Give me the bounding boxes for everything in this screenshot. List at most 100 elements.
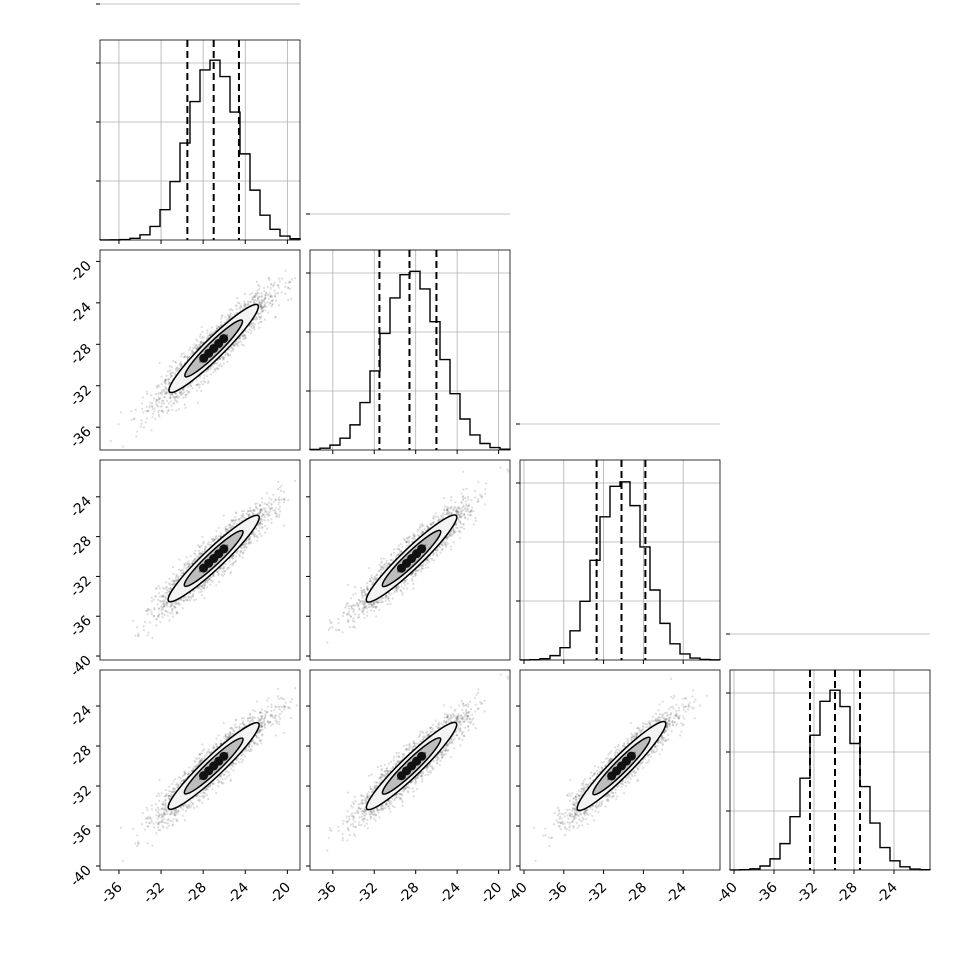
sample-point (256, 289, 259, 292)
sample-point (174, 372, 177, 375)
sample-point (155, 385, 158, 388)
sample-point (256, 280, 259, 283)
sample-point (259, 304, 262, 307)
sample-point (137, 635, 140, 638)
sample-point (203, 597, 206, 600)
sample-point (243, 549, 246, 552)
sample-point (219, 357, 222, 360)
sample-point (268, 278, 271, 282)
sample-point (172, 359, 175, 362)
sample-point (244, 336, 247, 339)
sample-point (266, 293, 270, 297)
sample-point (206, 369, 210, 372)
sample-point (247, 303, 250, 306)
sample-point (132, 418, 136, 421)
sample-point (283, 501, 286, 504)
sample-point (254, 535, 257, 538)
sample-point (174, 395, 177, 398)
sample-point (203, 586, 206, 589)
sample-point (257, 292, 260, 295)
sample-point (261, 295, 264, 298)
sample-point (189, 555, 192, 558)
sample-point (273, 281, 276, 284)
sample-point (235, 308, 238, 311)
sample-point (140, 419, 143, 422)
sample-point (166, 411, 169, 414)
sample-point (158, 599, 161, 603)
sample-point (184, 396, 187, 399)
sample-point (472, 510, 475, 513)
sample-point (180, 393, 183, 396)
sample-point (267, 311, 270, 314)
sample-point (245, 512, 248, 515)
sample-point (396, 547, 399, 550)
sample-point (248, 328, 251, 331)
sample-point (260, 534, 263, 538)
sample-point (149, 621, 152, 624)
sample-point (234, 304, 237, 307)
sample-point (215, 327, 219, 330)
sample-point (158, 595, 162, 598)
sample-point (259, 305, 262, 308)
sample-point (155, 399, 158, 402)
sample-point (249, 300, 252, 303)
sample-point (130, 418, 133, 421)
sample-point (270, 498, 273, 501)
sample-point (277, 498, 280, 501)
sample-point (290, 297, 293, 300)
sample-point (151, 412, 155, 415)
sample-point (155, 398, 158, 401)
sample-point (179, 393, 182, 396)
sample-point (261, 519, 264, 522)
sample-point (237, 301, 240, 304)
sample-point (264, 509, 267, 512)
sample-point (195, 389, 199, 392)
sample-point (287, 499, 290, 502)
sample-point (236, 342, 239, 345)
sample-point (199, 588, 202, 591)
sample-point (337, 621, 340, 625)
sample-point (273, 500, 276, 503)
sample-point (203, 582, 206, 586)
sample-point (228, 308, 231, 311)
sample-point (253, 325, 256, 328)
sample-point (267, 276, 271, 279)
sample-point (167, 409, 170, 412)
sample-point (290, 278, 293, 281)
sample-point (236, 296, 239, 300)
sample-point (239, 304, 242, 307)
sample-point (263, 305, 266, 308)
sample-point (254, 316, 257, 319)
sample-point (240, 514, 243, 517)
sample-point (273, 283, 276, 286)
sample-point (197, 544, 200, 547)
sample-point (169, 611, 172, 615)
sample-point (278, 505, 281, 508)
sample-point (224, 563, 227, 566)
sample-point (160, 409, 163, 412)
sample-point (277, 508, 280, 511)
sample-point (181, 607, 184, 610)
sample-point (200, 325, 203, 329)
sample-point (167, 378, 170, 381)
sample-point (170, 605, 173, 608)
sample-point (184, 393, 187, 397)
sample-point (189, 385, 193, 388)
sample-point (258, 295, 261, 298)
sample-point (169, 397, 172, 400)
sample-point (157, 411, 160, 414)
sample-point (216, 362, 219, 365)
sample-point (141, 407, 144, 410)
sample-point (209, 368, 212, 371)
sample-point (208, 334, 211, 337)
sample-point (179, 362, 182, 365)
sample-point (258, 299, 261, 302)
sample-point (247, 514, 250, 517)
sample-point (253, 533, 256, 536)
sample-point (185, 556, 188, 559)
sample-point (259, 304, 262, 307)
sample-point (263, 304, 266, 307)
sample-point (168, 619, 171, 622)
sample-point (215, 328, 218, 331)
sample-point (215, 324, 218, 327)
